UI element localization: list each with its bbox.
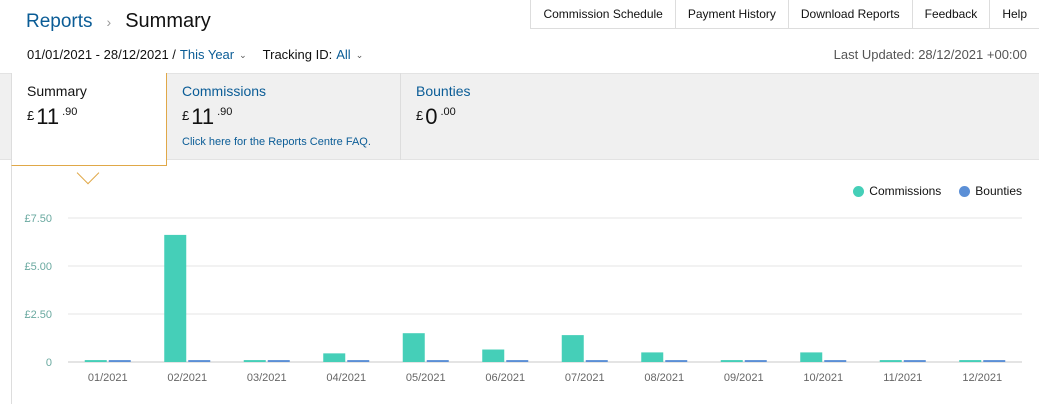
last-updated-text: Last Updated: 28/12/2021 +00:00: [833, 47, 1027, 62]
bounties-bar: [665, 360, 688, 362]
commissions-bar: [84, 360, 107, 362]
reports-faq-link[interactable]: Click here for the Reports Centre FAQ.: [182, 136, 371, 148]
x-tick-label: 08/2021: [644, 372, 684, 384]
tab-bounties[interactable]: Bounties £ 0 .00: [401, 73, 641, 160]
period-dropdown[interactable]: This Year: [179, 47, 235, 62]
chevron-down-icon[interactable]: ⌄: [355, 50, 364, 60]
tab-summary-title: Summary: [27, 83, 87, 99]
bounties-bar: [983, 360, 1006, 362]
x-tick-label: 05/2021: [406, 372, 446, 384]
bounties-bar: [506, 360, 529, 362]
amount-integer: 11: [36, 104, 60, 129]
feedback-button[interactable]: Feedback: [911, 0, 990, 28]
x-tick-label: 04/2021: [326, 372, 366, 384]
help-button[interactable]: Help: [989, 0, 1039, 28]
commissions-bar: [243, 360, 266, 362]
x-tick-label: 11/2021: [883, 372, 922, 384]
bounties-bar: [267, 360, 290, 362]
tracking-id-label: Tracking ID:: [262, 47, 333, 62]
breadcrumb: Reports › Summary: [26, 10, 211, 33]
x-tick-label: 02/2021: [167, 372, 207, 384]
payment-history-button[interactable]: Payment History: [674, 0, 788, 28]
chart-legend: Commissions Bounties: [835, 184, 1022, 198]
commission-schedule-button[interactable]: Commission Schedule: [530, 0, 675, 28]
page-title: Summary: [125, 10, 211, 32]
x-tick-label: 10/2021: [803, 372, 843, 384]
x-tick-label: 06/2021: [485, 372, 525, 384]
bounties-bar: [426, 360, 449, 362]
amount-decimal: .90: [217, 106, 233, 118]
bounties-bar: [347, 360, 370, 362]
date-range-text: 01/01/2021 - 28/12/2021 /: [27, 47, 176, 62]
x-tick-label: 09/2021: [724, 372, 764, 384]
breadcrumb-reports-link[interactable]: Reports: [26, 10, 93, 32]
bounties-bar: [108, 360, 131, 362]
summary-tabs-bar: [0, 73, 1039, 160]
commissions-amount: £ 11 .90: [182, 105, 385, 129]
y-tick-label: £2.50: [24, 309, 52, 321]
commissions-bar: [800, 352, 823, 362]
commissions-bar: [879, 360, 902, 362]
bounties-amount: £ 0 .00: [416, 105, 626, 129]
bounties-bar: [744, 360, 767, 362]
chart-panel: [11, 160, 1039, 404]
bounties-dot-icon: [959, 185, 971, 197]
legend-label-commissions: Commissions: [869, 184, 942, 198]
amount-decimal: .90: [62, 106, 78, 118]
y-tick-label: 0: [46, 357, 52, 369]
chevron-down-icon[interactable]: ⌄: [239, 50, 247, 60]
amount-integer: 0: [425, 104, 438, 129]
bounties-bar: [824, 360, 847, 362]
tab-summary[interactable]: Summary £ 11 .90: [11, 73, 167, 166]
tab-bounties-title: Bounties: [416, 83, 471, 99]
commissions-dot-icon: [853, 185, 865, 197]
y-tick-label: £7.50: [24, 213, 52, 225]
bounties-bar: [188, 360, 211, 362]
summary-amount: £ 11 .90: [27, 105, 151, 129]
commissions-bar: [959, 360, 982, 362]
commissions-bar: [402, 333, 425, 362]
commissions-bar: [720, 360, 743, 362]
commissions-bar: [164, 234, 187, 362]
x-tick-label: 03/2021: [247, 372, 287, 384]
tab-commissions[interactable]: Commissions £ 11 .90 Click here for the …: [167, 73, 401, 160]
x-tick-label: 12/2021: [962, 372, 1002, 384]
currency-symbol: £: [182, 108, 190, 123]
download-reports-button[interactable]: Download Reports: [787, 0, 912, 28]
bounties-bar: [585, 360, 608, 362]
legend-item-commissions[interactable]: Commissions: [853, 184, 941, 198]
currency-symbol: £: [27, 108, 35, 123]
top-navigation: Commission Schedule Payment History Down…: [530, 0, 1039, 29]
tracking-id-dropdown[interactable]: All: [336, 47, 351, 62]
bounties-bar: [903, 360, 926, 362]
amount-decimal: .00: [440, 106, 456, 118]
currency-symbol: £: [416, 108, 424, 123]
filters-bar: 01/01/2021 - 28/12/2021 / This Year ⌄ Tr…: [27, 47, 363, 62]
commissions-bar: [482, 349, 505, 362]
tab-commissions-title: Commissions: [182, 83, 267, 99]
legend-item-bounties[interactable]: Bounties: [959, 184, 1022, 198]
commissions-bar: [561, 335, 584, 362]
x-tick-label: 01/2021: [88, 372, 128, 384]
x-tick-label: 07/2021: [565, 372, 605, 384]
amount-integer: 11: [191, 104, 215, 129]
legend-label-bounties: Bounties: [975, 184, 1022, 198]
commissions-bar: [641, 352, 664, 362]
chevron-right-icon: ›: [106, 13, 112, 30]
commissions-bar: [323, 353, 346, 362]
y-tick-label: £5.00: [24, 261, 52, 273]
